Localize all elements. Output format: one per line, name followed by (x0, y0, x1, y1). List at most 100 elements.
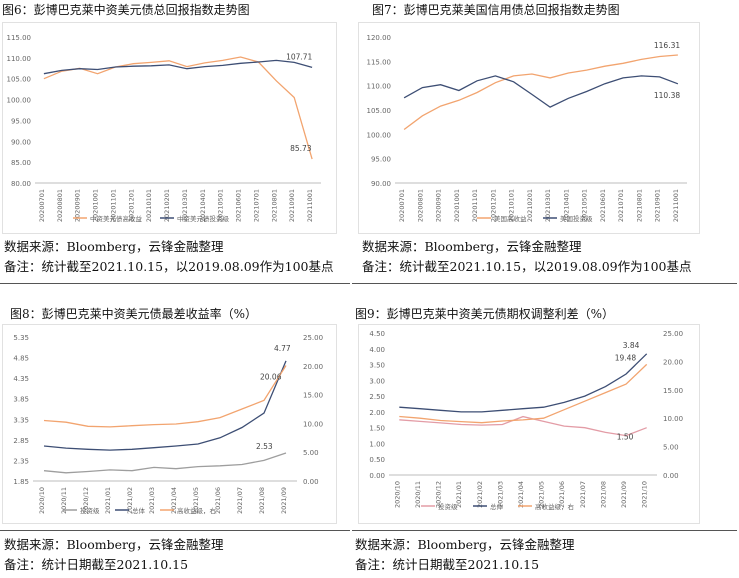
fig9-note: 备注：统计日期截至2021.10.15 (355, 557, 540, 572)
data-label: 1.50 (617, 433, 634, 442)
y-tick-label: 95.00 (371, 156, 391, 164)
y-tick-label: 110.00 (7, 55, 32, 63)
x-tick-label: 2021/09 (620, 481, 628, 508)
y2-tick-label: 15.00 (303, 392, 323, 400)
x-tick-label: 20201101 (471, 189, 479, 222)
x-tick-label: 20210701 (617, 189, 625, 222)
fig6-divider (0, 283, 350, 284)
y-tick-label: 1.00 (369, 440, 385, 448)
data-label: 107.71 (286, 52, 312, 61)
y2-tick-label: 10.00 (303, 420, 323, 428)
y-tick-label: 2.00 (369, 409, 385, 417)
fig6-chart: 80.00 85.00 90.00 95.00 100.00 105.00 110.00 11… (7, 34, 321, 223)
data-label: 3.84 (623, 341, 640, 350)
x-tick-label: 2020/11 (414, 481, 422, 508)
x-tick-label: 2021/04 (517, 481, 525, 508)
x-tick-label: 20200801 (56, 189, 64, 222)
x-tick-label: 20210601 (235, 189, 243, 222)
x-tick-label: 20210101 (145, 189, 153, 222)
y-tick-label: 0.50 (369, 456, 385, 464)
y-tick-label: 5.35 (13, 334, 29, 342)
y-tick-label: 4.35 (13, 375, 29, 383)
y-tick-label: 2.50 (369, 393, 385, 401)
x-tick-label: 2021/08 (258, 487, 266, 514)
fig8-source: 数据来源：Bloomberg，云锋金融整理 (4, 537, 224, 552)
x-tick-label: 20210301 (181, 189, 189, 222)
y-tick-label: 110.00 (367, 83, 392, 91)
y-tick-label: 90.00 (371, 180, 391, 188)
fig7-title: 图7：彭博巴克莱美国信用债总回报指数走势图 (372, 3, 620, 17)
series-line-1 (399, 415, 647, 437)
x-tick-label: 2020/12 (82, 487, 90, 514)
x-tick-label: 2020/12 (435, 481, 443, 508)
series-line-2 (403, 75, 679, 108)
series-line-2 (399, 353, 648, 413)
data-label: 4.77 (274, 344, 291, 353)
x-tick-label: 2021/08 (599, 481, 607, 508)
y-tick-label: 115.00 (367, 58, 392, 66)
data-label: 110.38 (654, 91, 680, 100)
x-tick-label: 2021/06 (214, 487, 222, 514)
x-tick-label: 20210601 (599, 189, 607, 222)
x-tick-label: 20210701 (252, 189, 260, 222)
series-line-2 (43, 360, 287, 451)
x-tick-label: 20210501 (217, 189, 225, 222)
series-line-1 (43, 452, 287, 474)
x-tick-label: 20211001 (672, 189, 680, 222)
y-tick-label: 4.00 (369, 346, 385, 354)
x-tick-label: 2020/10 (393, 481, 401, 508)
y-tick-label: 1.85 (13, 478, 29, 486)
series-line-3 (399, 363, 648, 424)
x-tick-label: 2021/07 (236, 487, 244, 514)
x-tick-label: 2021/10 (641, 481, 649, 508)
x-tick-label: 2021/01 (104, 487, 112, 514)
fig9-title: 图9：彭博巴克莱中资美元债期权调整利差（%） (355, 307, 615, 321)
x-tick-label: 20201201 (127, 189, 135, 222)
y-tick-label: 120.00 (367, 34, 392, 42)
x-tick-label: 2021/05 (192, 487, 200, 514)
y2-tick-label: 0.00 (663, 472, 679, 480)
x-tick-label: 20201001 (453, 189, 461, 222)
x-tick-label: 20210501 (581, 189, 589, 222)
data-label: 20.06 (260, 372, 282, 381)
fig8-title: 图8：彭博巴克莱中资美元债最差收益率（%） (10, 307, 258, 321)
legend-label: 高收益级，右 (177, 506, 217, 515)
legend-label: 总体 (132, 506, 146, 515)
legend-label: 高收益级，右 (535, 502, 575, 511)
x-tick-label: 2021/07 (579, 481, 587, 508)
y-tick-label: 2.35 (13, 457, 29, 465)
fig7-source: 数据来源：Bloomberg，云锋金融整理 (362, 239, 582, 254)
y-tick-label: 3.85 (13, 396, 29, 404)
y2-tick-label: 25.00 (663, 330, 683, 338)
fig7-chart: 90.00 95.00 100.00 105.00 110.00 115.00 120.00… (367, 34, 687, 223)
legend-label: 中资美元债高收益 (90, 214, 143, 223)
y2-tick-label: 25.00 (303, 334, 323, 342)
y-tick-label: 90.00 (11, 138, 31, 146)
x-tick-label: 2021/02 (476, 481, 484, 508)
x-tick-label: 2020/10 (38, 487, 46, 514)
fig6-note: 备注：统计截至2021.10.15，以2019.08.09作为100基点 (4, 259, 334, 274)
data-label: 85.73 (290, 144, 312, 153)
y-tick-label: 4.50 (369, 330, 385, 338)
x-tick-label: 20200901 (74, 189, 82, 222)
x-tick-label: 20210901 (654, 189, 662, 222)
data-label: 2.53 (256, 442, 273, 451)
series-line-1 (43, 56, 313, 160)
x-tick-label: 20201101 (109, 189, 117, 222)
x-tick-label: 2021/03 (148, 487, 156, 514)
fig8-divider (0, 530, 350, 531)
y-tick-label: 85.00 (11, 159, 31, 167)
x-tick-label: 20201001 (92, 189, 100, 222)
fig9-source: 数据来源：Bloomberg，云锋金融整理 (355, 537, 575, 552)
y-tick-label: 1.50 (369, 425, 385, 433)
x-tick-label: 2021/01 (455, 481, 463, 508)
fig7-chart-frame: 90.00 95.00 100.00 105.00 110.00 115.00 120.00… (358, 22, 700, 234)
x-tick-label: 20210201 (526, 189, 534, 222)
y-tick-label: 2.85 (13, 437, 29, 445)
fig9-chart: 0.00 0.50 1.00 1.50 2.00 2.50 3.00 3.50 4.00 4.50… (369, 330, 683, 511)
series-line-3 (43, 365, 287, 428)
fig7-divider (352, 283, 737, 284)
y2-tick-label: 0.00 (303, 478, 319, 486)
data-label: 19.48 (615, 353, 637, 362)
y-tick-label: 100.00 (367, 131, 392, 139)
